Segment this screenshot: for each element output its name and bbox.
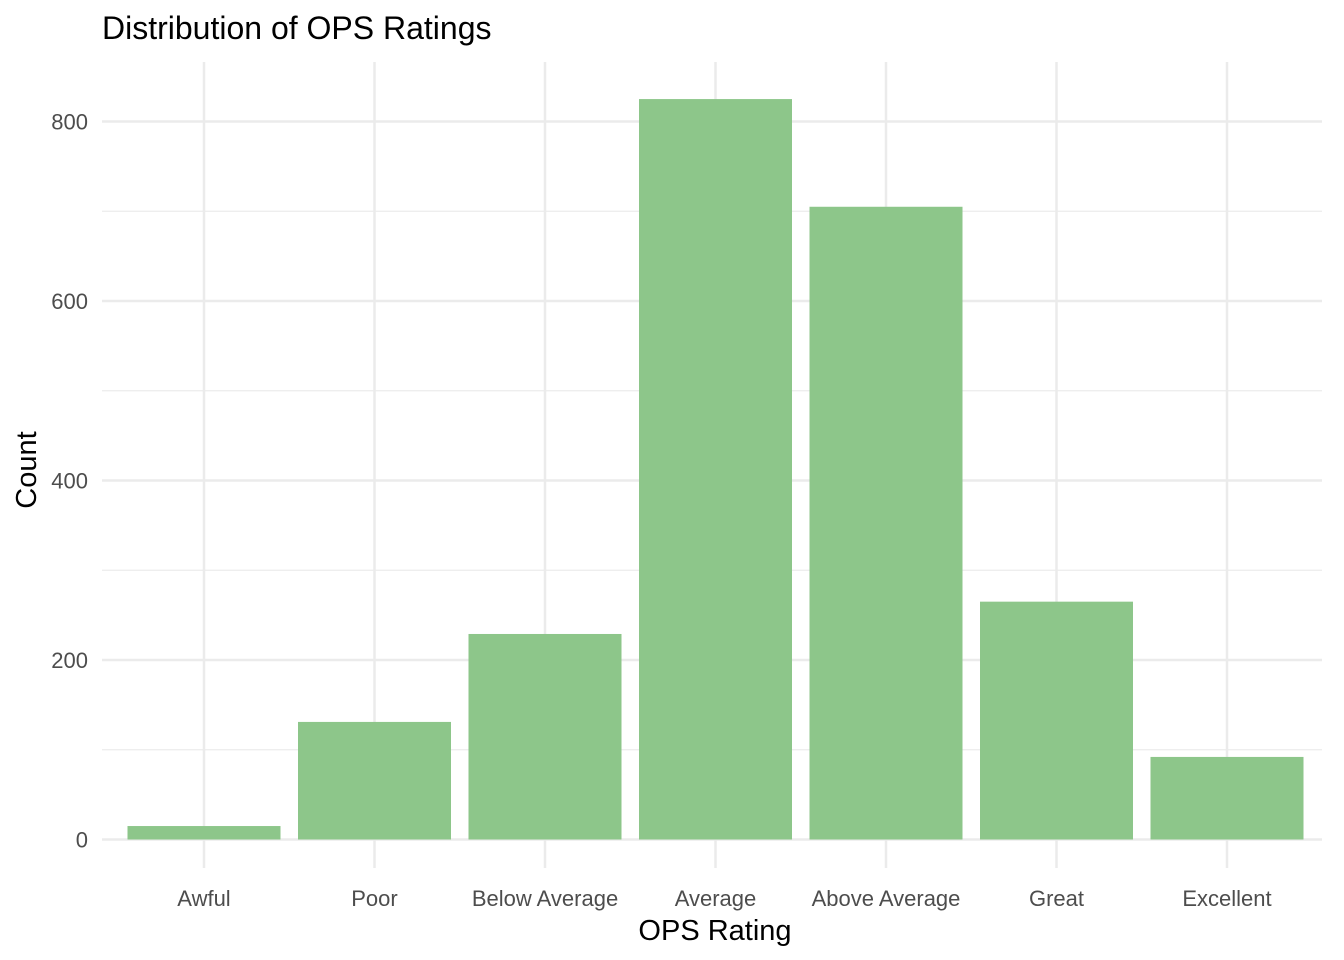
x-tick-label: Below Average xyxy=(472,886,618,911)
y-tick-label: 800 xyxy=(51,110,88,135)
y-tick-label: 400 xyxy=(51,469,88,494)
y-axis-label: Count xyxy=(11,431,43,508)
bar-average xyxy=(639,99,792,840)
y-tick-label: 200 xyxy=(51,648,88,673)
x-tick-label: Above Average xyxy=(812,886,961,911)
bar-above-average xyxy=(809,206,963,840)
chart-title: Distribution of OPS Ratings xyxy=(102,10,492,46)
x-axis-ticks: Awful Poor Below Average Average Above Avera… xyxy=(177,886,1271,911)
x-tick-label: Excellent xyxy=(1182,886,1271,911)
y-axis-ticks: 0 200 400 600 800 xyxy=(51,110,88,853)
y-tick-label: 0 xyxy=(76,828,88,853)
x-tick-label: Average xyxy=(675,886,757,911)
bars-layer xyxy=(127,99,1304,840)
bar-great xyxy=(980,601,1133,840)
y-tick-label: 600 xyxy=(51,289,88,314)
bar-excellent xyxy=(1150,756,1304,840)
x-tick-label: Poor xyxy=(351,886,397,911)
x-tick-label: Great xyxy=(1029,886,1084,911)
x-axis-label: OPS Rating xyxy=(638,915,791,947)
bar-poor xyxy=(298,721,451,840)
bar-below-average xyxy=(468,633,622,840)
x-tick-label: Awful xyxy=(177,886,230,911)
bar-awful xyxy=(127,826,281,840)
